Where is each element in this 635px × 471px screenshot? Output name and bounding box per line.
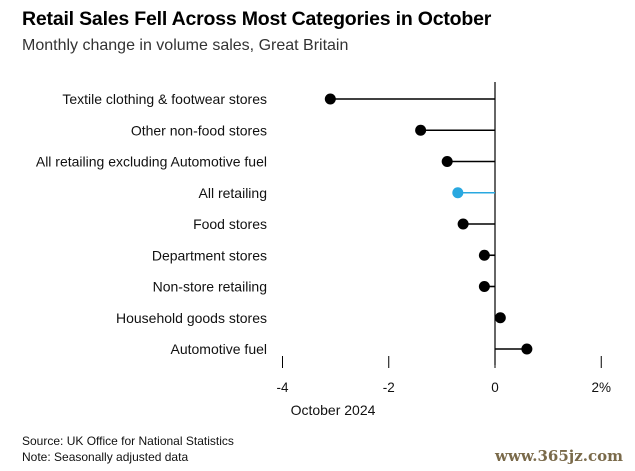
category-label: Household goods stores <box>116 310 267 326</box>
watermark: www.365jz.com <box>495 447 623 465</box>
chart-subtitle: Monthly change in volume sales, Great Br… <box>22 37 349 54</box>
category-label: Textile clothing & footwear stores <box>62 91 267 107</box>
x-tick-label: 2% <box>591 380 611 395</box>
data-point <box>478 281 490 292</box>
category-label: Other non-food stores <box>131 122 267 138</box>
data-point <box>494 312 506 324</box>
source-note: Source: UK Office for National Statistic… <box>22 434 234 448</box>
chart-title: Retail Sales Fell Across Most Categories… <box>22 8 492 30</box>
x-tick-label: -4 <box>276 380 288 395</box>
data-point <box>478 249 490 261</box>
data-point <box>415 124 427 136</box>
category-label: Food stores <box>193 216 267 232</box>
data-point <box>457 218 469 230</box>
x-axis-label: October 2024 <box>291 402 376 418</box>
data-note: Note: Seasonally adjusted data <box>22 450 189 464</box>
category-label: All retailing <box>199 185 267 201</box>
category-label: Automotive fuel <box>171 341 268 357</box>
category-label: Department stores <box>152 247 267 263</box>
category-label: Non-store retailing <box>153 279 267 295</box>
x-tick-label: 0 <box>491 380 499 395</box>
data-point <box>521 343 533 355</box>
data-point <box>452 187 464 199</box>
category-label: All retailing excluding Automotive fuel <box>36 154 267 170</box>
data-point <box>324 93 336 105</box>
data-point <box>441 156 453 167</box>
x-tick-label: -2 <box>383 380 395 395</box>
